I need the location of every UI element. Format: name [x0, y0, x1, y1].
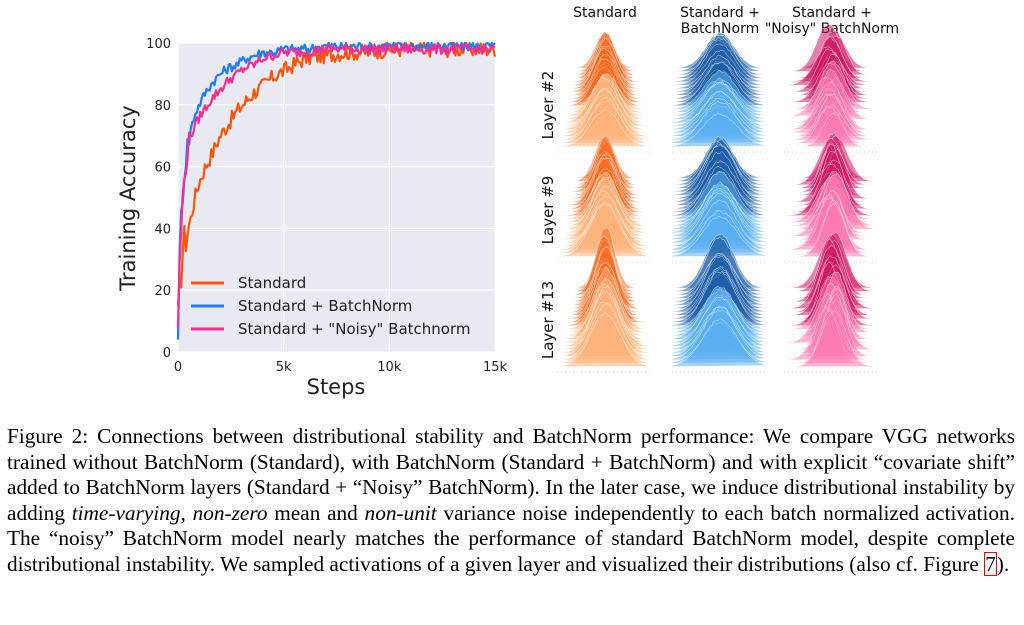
x-tick-label: 0 — [174, 360, 182, 375]
ridge-panel — [671, 31, 769, 153]
legend-label: Standard + BatchNorm — [238, 297, 412, 315]
y-tick-label: 80 — [154, 99, 171, 114]
x-tick-label: 5k — [276, 360, 292, 375]
y-tick-label: 40 — [154, 222, 171, 237]
caption-emph-non-unit: non-unit — [364, 500, 437, 525]
legend-label: Standard — [238, 274, 306, 292]
caption-text-mid: mean and — [267, 500, 365, 525]
ridge-curve — [784, 203, 880, 257]
ridge-panel — [671, 135, 769, 263]
ridge-curve — [556, 109, 654, 147]
y-axis-label: Training Accuracy — [116, 105, 140, 291]
ridge-panel — [783, 232, 881, 373]
figure-2: 0 5k 10k 15k 0 20 40 60 80 100 Steps Training Acc… — [116, 5, 899, 399]
legend: Standard Standard + BatchNorm Standard + "… — [191, 274, 471, 338]
caption-text-2: variance noise independently to each bat… — [7, 500, 1015, 576]
batchnorm-line — [176, 41, 496, 340]
caption-text-end: ). — [996, 551, 1010, 576]
plot-background — [178, 43, 495, 352]
y-tick-label: 60 — [154, 161, 171, 176]
y-tick-label: 20 — [154, 284, 171, 299]
ridge-curve — [556, 312, 654, 367]
y-tick-label: 100 — [146, 37, 171, 52]
figure-caption: Figure 2: Connections between distributi… — [7, 424, 1015, 577]
caption-emph-time-varying: time-varying — [71, 500, 181, 525]
x-axis-label: Steps — [307, 375, 366, 399]
ridge-curve — [671, 112, 769, 147]
ridge-curve — [784, 111, 880, 147]
x-tick-label: 15k — [483, 360, 508, 375]
x-tick-label: 10k — [377, 360, 402, 375]
ridge-curve — [783, 310, 881, 367]
figure-reference-link[interactable]: 7 — [984, 551, 997, 576]
noisy-batchnorm-line — [176, 43, 496, 328]
ridge-panel — [556, 227, 654, 373]
series-lines — [176, 41, 497, 340]
ridge-panel — [783, 132, 881, 263]
ridge-curve — [671, 318, 769, 367]
legend-standard: Standard — [191, 274, 306, 292]
y-tick-label: 0 — [163, 346, 171, 361]
caption-sep-1: , — [180, 500, 193, 525]
ridge-panel — [556, 30, 654, 153]
caption-text-1: Figure 2: Connections between distributi… — [7, 424, 1015, 525]
row-label: Layer #2 — [539, 71, 557, 140]
grid-lines — [177, 42, 496, 353]
column-header: Standard — [573, 5, 637, 21]
legend-batchnorm: Standard + BatchNorm — [191, 297, 412, 315]
tick-labels: 0 5k 10k 15k 0 20 40 60 80 100 — [146, 37, 507, 375]
ridge-panel — [671, 233, 769, 373]
legend-noisy-batchnorm: Standard + "Noisy" Batchnorm — [191, 320, 471, 338]
row-label: Layer #9 — [539, 176, 557, 245]
column-header: Standard + BatchNorm — [680, 5, 760, 37]
ridge-panel — [783, 24, 881, 153]
caption-emph-non-zero: non-zero — [192, 500, 268, 525]
row-label: Layer #13 — [539, 281, 557, 359]
training-accuracy-chart: 0 5k 10k 15k 0 20 40 60 80 100 Steps Training Acc… — [116, 37, 508, 399]
legend-label: Standard + "Noisy" Batchnorm — [238, 320, 471, 338]
